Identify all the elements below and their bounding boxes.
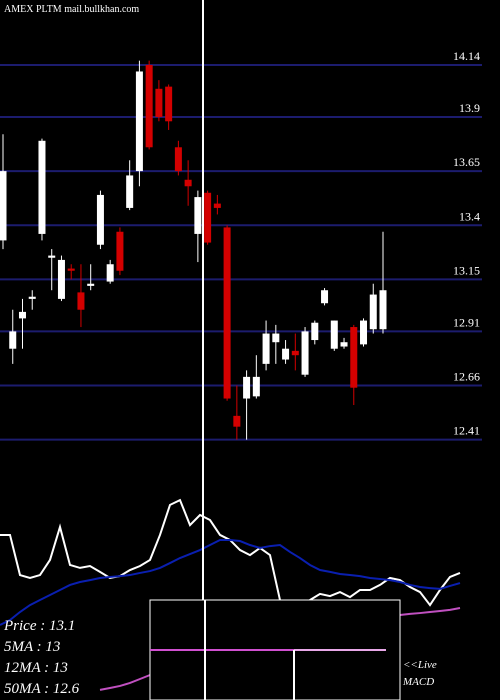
- candle-body: [9, 331, 17, 349]
- candle-body: [174, 147, 182, 172]
- candle-body: [321, 290, 329, 304]
- candle-body: [213, 203, 221, 208]
- candle-body: [369, 294, 377, 330]
- candle-body: [291, 350, 299, 356]
- candle-body: [223, 227, 231, 399]
- candle-body: [48, 255, 56, 258]
- candle-body: [194, 197, 202, 234]
- candle-body: [28, 296, 36, 299]
- info-50ma: 50MA : 12.6: [4, 681, 80, 697]
- candle-body: [272, 333, 280, 343]
- y-tick-label: 13.4: [459, 209, 480, 223]
- info-12ma: 12MA : 13: [4, 660, 68, 676]
- y-tick-label: 12.91: [453, 315, 480, 329]
- y-tick-label: 13.65: [453, 155, 480, 169]
- candle-body: [301, 331, 309, 375]
- candle-body: [262, 333, 270, 364]
- candle-body: [204, 192, 212, 243]
- y-tick-label: 13.15: [453, 263, 480, 277]
- candle-body: [252, 376, 260, 397]
- candle-body: [311, 322, 319, 341]
- candle-body: [155, 88, 163, 117]
- candle-body: [77, 292, 85, 310]
- candle-body: [350, 327, 358, 388]
- y-tick-label: 14.14: [453, 49, 480, 63]
- candles: [0, 60, 387, 440]
- candle-body: [0, 171, 7, 241]
- y-tick-label: 12.66: [453, 370, 480, 384]
- candle-body: [116, 231, 124, 271]
- candle-body: [57, 259, 65, 299]
- candle-body: [38, 140, 46, 234]
- candle-body: [340, 342, 348, 347]
- y-tick-label: 12.41: [453, 424, 480, 438]
- candle-body: [360, 320, 368, 345]
- candle-body: [282, 348, 290, 360]
- candle-body: [96, 194, 104, 245]
- candle-body: [135, 71, 143, 172]
- chart-title: AMEX PLTM mail.bullkhan.com: [4, 4, 139, 15]
- candle-body: [126, 175, 134, 208]
- indicator-line: [0, 538, 461, 626]
- candle-body: [67, 268, 75, 271]
- candle-body: [379, 290, 387, 330]
- candle-body: [145, 64, 153, 148]
- candle-body: [87, 283, 95, 286]
- candle-body: [184, 179, 192, 187]
- candle-body: [243, 376, 251, 399]
- candle-body: [18, 311, 26, 319]
- candle-body: [106, 264, 114, 282]
- grid: 14.14 13.9 13.65 13.4 13.15 12.91 12.66 12.41: [0, 49, 482, 441]
- info-5ma: 5MA : 13: [4, 639, 60, 655]
- macd-label: MACD: [402, 676, 434, 688]
- y-tick-label: 13.9: [459, 101, 480, 115]
- live-label: <<Live: [403, 659, 437, 671]
- info-price: Price : 13.1: [3, 618, 75, 634]
- candle-body: [330, 320, 338, 349]
- candle-body: [233, 415, 241, 427]
- candle-body: [165, 86, 173, 122]
